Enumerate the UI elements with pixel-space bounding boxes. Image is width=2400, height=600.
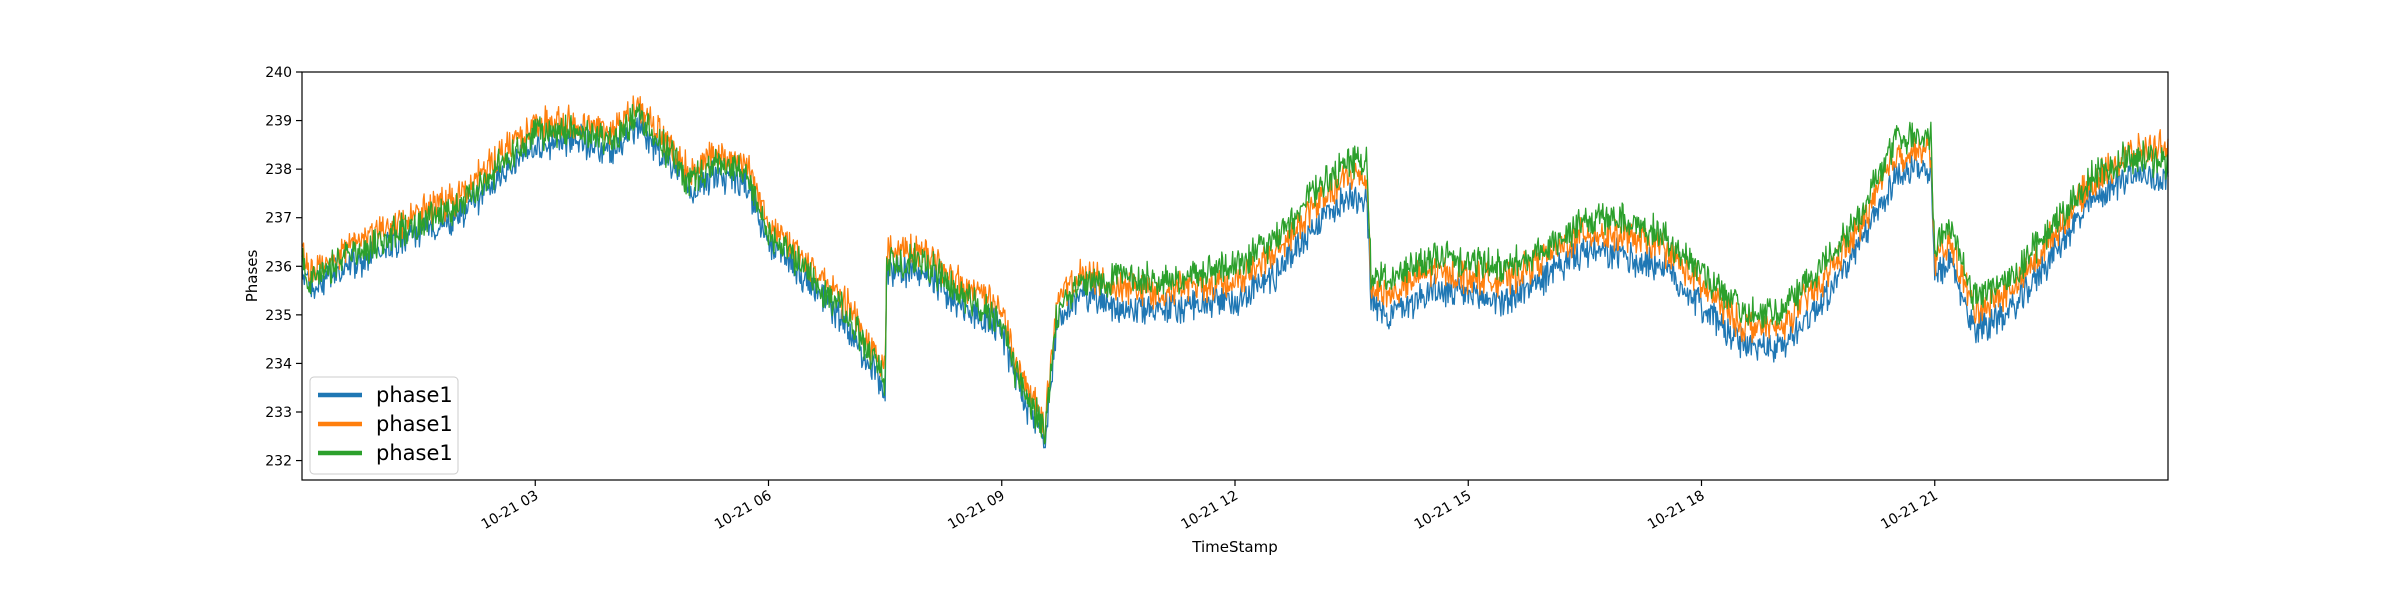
y-axis-label: Phases bbox=[243, 250, 261, 303]
x-tick-label: 10-21 18 bbox=[1645, 488, 1708, 533]
y-tick-label: 240 bbox=[265, 65, 292, 81]
legend: phase1 phase1 phase1 bbox=[309, 376, 459, 475]
x-tick-label: 10-21 09 bbox=[945, 488, 1008, 533]
x-axis: 10-21 03 10-21 06 10-21 09 10-21 12 10-21 15… bbox=[479, 480, 1941, 533]
x-axis-label: TimeStamp bbox=[1191, 538, 1277, 556]
series-line-2 bbox=[301, 95, 2169, 444]
legend-label-2: phase1 bbox=[376, 412, 453, 436]
y-tick-label: 232 bbox=[265, 454, 292, 470]
y-tick-label: 238 bbox=[265, 162, 292, 178]
legend-label-1: phase1 bbox=[376, 383, 453, 407]
y-tick-label: 237 bbox=[265, 211, 292, 227]
y-tick-label: 234 bbox=[265, 356, 292, 372]
x-tick-label: 10-21 15 bbox=[1412, 488, 1475, 533]
series-line-3 bbox=[301, 103, 2169, 445]
series-layer bbox=[301, 95, 2169, 449]
y-axis: 232 233 234 235 236 237 238 239 240 bbox=[265, 65, 302, 470]
legend-label-3: phase1 bbox=[376, 441, 453, 465]
series-line-1 bbox=[301, 112, 2169, 449]
y-tick-label: 239 bbox=[265, 114, 292, 130]
legend-box bbox=[309, 376, 459, 475]
x-tick-label: 10-21 12 bbox=[1178, 488, 1241, 533]
y-tick-label: 235 bbox=[265, 308, 292, 324]
x-tick-label: 10-21 03 bbox=[479, 488, 542, 533]
x-tick-label: 10-21 06 bbox=[712, 488, 775, 533]
x-tick-label: 10-21 21 bbox=[1878, 488, 1941, 533]
y-tick-label: 233 bbox=[265, 405, 292, 421]
y-tick-label: 236 bbox=[265, 259, 292, 275]
